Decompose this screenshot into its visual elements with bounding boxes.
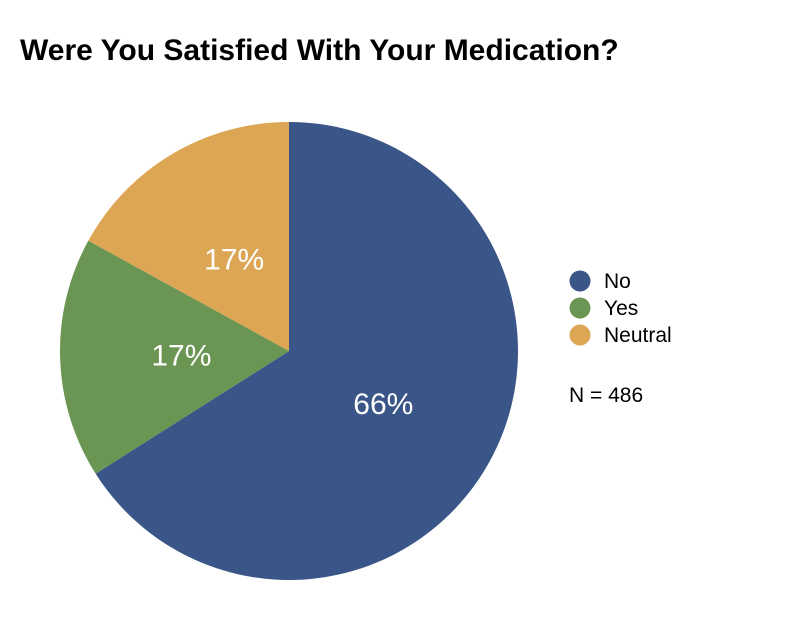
slice-label-no: 66% xyxy=(353,388,413,421)
legend-swatch-neutral xyxy=(569,324,591,346)
sample-size-note: N = 486 xyxy=(569,384,643,407)
pie-slice-neutral xyxy=(88,122,289,351)
slice-labels: 66% 17% 17% xyxy=(151,243,413,421)
legend: No Yes Neutral xyxy=(569,270,672,347)
legend-swatch-yes xyxy=(569,297,591,319)
slice-label-neutral: 17% xyxy=(204,243,264,276)
chart-title: Were You Satisfied With Your Medication? xyxy=(20,34,619,67)
legend-swatch-no xyxy=(569,270,591,292)
legend-label-yes: Yes xyxy=(604,297,638,320)
legend-label-neutral: Neutral xyxy=(604,324,672,347)
legend-label-no: No xyxy=(604,270,631,293)
pie-slice-yes xyxy=(60,240,289,474)
slice-label-yes: 17% xyxy=(151,339,211,372)
pie-slice-no xyxy=(95,122,519,580)
pie-slices xyxy=(60,122,519,580)
